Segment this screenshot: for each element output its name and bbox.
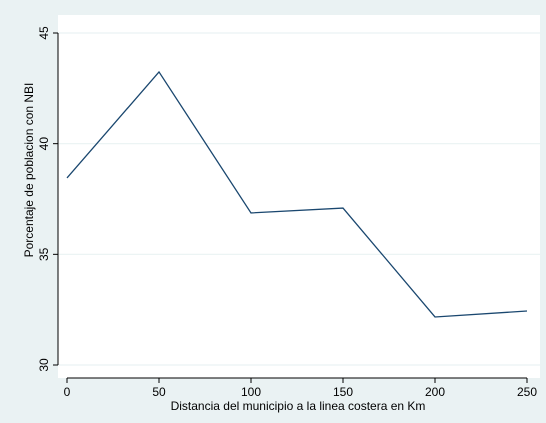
x-tick-label: 250 xyxy=(517,385,537,399)
plot-area xyxy=(58,15,540,378)
x-axis-label: Distancia del municipio a la linea coste… xyxy=(171,399,426,413)
x-tick-label: 200 xyxy=(425,385,445,399)
y-tick-label: 30 xyxy=(37,358,51,372)
x-tick-label: 50 xyxy=(152,385,166,399)
y-tick-label: 35 xyxy=(37,247,51,261)
x-tick-label: 0 xyxy=(64,385,71,399)
data-line xyxy=(66,70,528,318)
x-tick-label: 100 xyxy=(241,385,261,399)
y-tick-label: 40 xyxy=(37,137,51,151)
y-tick-label: 45 xyxy=(37,26,51,40)
x-tick-label: 150 xyxy=(333,385,353,399)
y-axis-label: Porcentaje de poblacion con NBI xyxy=(22,83,36,258)
